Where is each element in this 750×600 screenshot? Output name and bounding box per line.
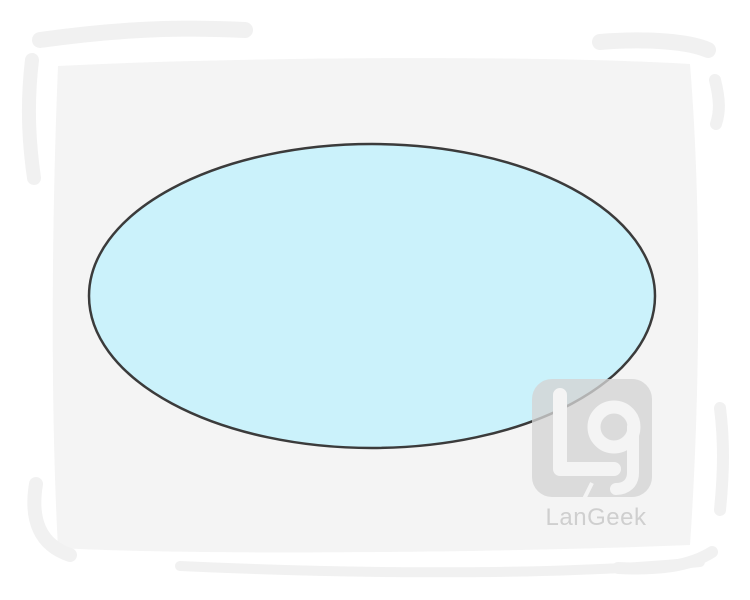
- card-edge-strokes: [21, 20, 729, 578]
- langeek-watermark: LanGeek: [520, 370, 670, 540]
- watermark-brand-text: LanGeek: [545, 504, 647, 531]
- langeek-logo-icon: [532, 379, 652, 500]
- ellipse-shape: [87, 142, 657, 450]
